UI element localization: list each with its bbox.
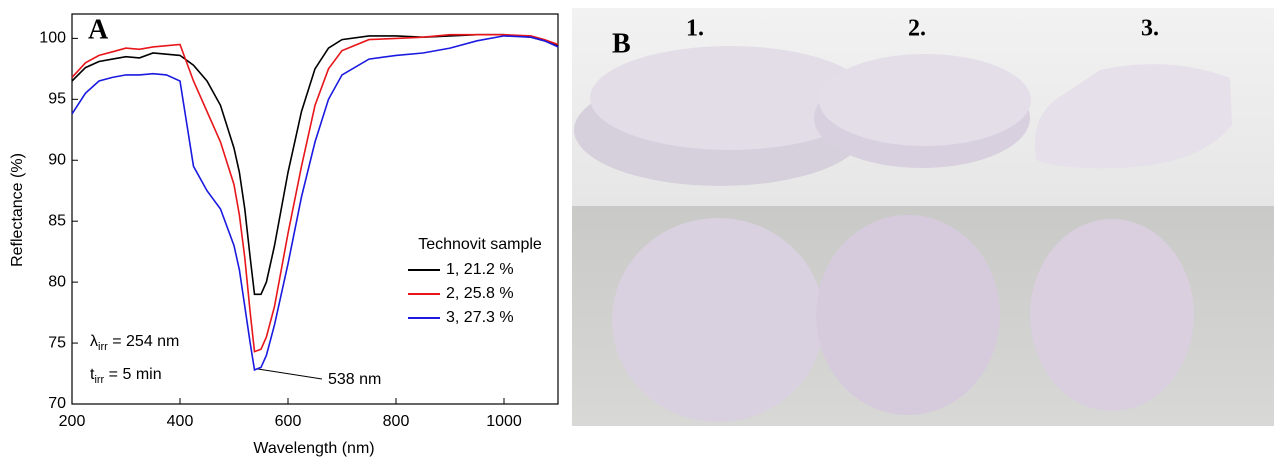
y-tick-label: 100 — [39, 30, 66, 47]
x-tick-label: 400 — [167, 413, 194, 430]
annotation-subscript: irr — [94, 374, 104, 386]
y-axis-label: Reflectance (%) — [9, 153, 26, 267]
legend-label: 1, 21.2 % — [446, 261, 514, 278]
annotation: λirr = 254 nm — [90, 333, 179, 353]
sample-label: 1. — [686, 16, 704, 42]
sample-label: 2. — [908, 16, 926, 42]
leader-line — [257, 368, 323, 380]
panel-label: A — [88, 14, 109, 45]
x-tick-label: 600 — [275, 413, 302, 430]
sample-face — [590, 46, 870, 150]
legend-label: 2, 25.8 % — [446, 285, 514, 302]
legend-title: Technovit sample — [418, 236, 542, 253]
y-tick-label: 95 — [48, 91, 66, 108]
annotation: tirr = 5 min — [90, 366, 162, 386]
sample-label: 3. — [1141, 16, 1159, 42]
chart-panel: A Wavelength (nm) Reflectance (%) Techno… — [9, 13, 559, 457]
x-tick-label: 1000 — [486, 413, 522, 430]
y-tick-label: 85 — [48, 212, 66, 229]
panel-label: B — [612, 28, 631, 59]
annotation-subscript: irr — [98, 341, 108, 353]
series-line — [71, 35, 559, 372]
sample-face — [1034, 64, 1232, 169]
sample-face — [819, 54, 1031, 146]
legend-label: 3, 27.3 % — [446, 309, 514, 326]
y-tick-label: 90 — [48, 151, 66, 168]
y-tick-label: 75 — [48, 334, 66, 351]
y-tick-label: 70 — [48, 395, 66, 412]
x-tick-label: 800 — [383, 413, 410, 430]
sample-disc — [1030, 219, 1194, 411]
sample-disc — [816, 215, 1000, 415]
annotation-text: = 5 min — [104, 366, 161, 383]
annotation-symbol: λ — [90, 333, 98, 350]
x-axis-label: Wavelength (nm) — [253, 440, 374, 457]
annotation: 538 nm — [328, 371, 381, 388]
annotation-text: = 254 nm — [108, 333, 180, 350]
annotation-symbol: t — [90, 366, 95, 383]
y-tick-label: 80 — [48, 273, 66, 290]
photo-panel: B 1. 2. 3. — [572, 8, 1274, 426]
x-tick-label: 200 — [59, 413, 86, 430]
sample-disc — [612, 218, 824, 422]
plot-frame — [71, 13, 559, 405]
series-line — [71, 33, 559, 353]
